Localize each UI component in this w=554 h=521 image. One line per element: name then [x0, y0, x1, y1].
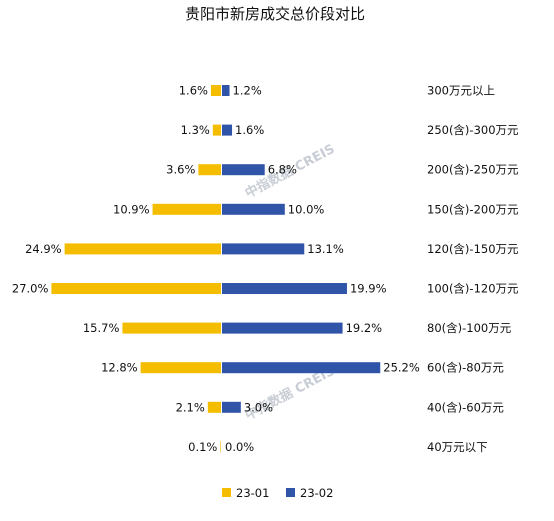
data-label-23-01-7: 12.8% — [101, 361, 138, 375]
legend-swatch-23-02 — [286, 488, 295, 497]
bar-23-01-2 — [198, 164, 221, 176]
category-label-7: 60(含)-80万元 — [427, 361, 504, 375]
data-label-23-02-6: 19.2% — [346, 321, 383, 335]
labels-group: 1.6% 1.2% 300万元以上 1.3% 1.6% 250(含)-300万元 3.6% 6… — [12, 84, 519, 454]
category-label-5: 100(含)-120万元 — [427, 282, 519, 296]
data-label-23-01-5: 27.0% — [12, 282, 49, 296]
bar-23-01-0 — [210, 85, 221, 96]
data-label-23-02-1: 1.6% — [235, 123, 264, 137]
bar-23-01-8 — [207, 401, 221, 413]
data-label-23-02-8: 3.0% — [244, 400, 273, 414]
legend-label-23-01: 23-01 — [236, 486, 269, 500]
bar-23-01-4 — [64, 243, 222, 255]
data-label-23-01-6: 15.7% — [83, 321, 120, 335]
data-label-23-02-0: 1.2% — [233, 84, 262, 98]
bar-23-02-1 — [222, 124, 233, 136]
data-label-23-02-3: 10.0% — [288, 202, 325, 216]
data-label-23-01-9: 0.1% — [188, 440, 217, 454]
data-label-23-01-4: 24.9% — [25, 242, 62, 256]
data-label-23-01-3: 10.9% — [113, 202, 150, 216]
data-label-23-01-2: 3.6% — [166, 163, 195, 177]
category-label-8: 40(含)-60万元 — [427, 400, 504, 414]
bar-23-02-4 — [222, 243, 305, 255]
bar-23-02-2 — [222, 164, 265, 176]
data-label-23-01-1: 1.3% — [181, 123, 210, 137]
bar-23-02-5 — [222, 283, 347, 294]
data-label-23-02-7: 25.2% — [383, 361, 420, 375]
category-label-0: 300万元以上 — [427, 84, 495, 98]
bar-23-02-6 — [222, 322, 343, 334]
data-label-23-02-9: 0.0% — [225, 440, 254, 454]
category-label-4: 120(含)-150万元 — [427, 242, 519, 256]
bar-23-01-1 — [212, 124, 221, 136]
watermarks: 中指数据 CREIS 中指数据 CREIS — [242, 141, 337, 424]
bar-23-01-6 — [122, 322, 221, 334]
bar-23-01-3 — [152, 203, 221, 215]
data-label-23-01-0: 1.6% — [179, 84, 208, 98]
bar-23-02-3 — [222, 203, 285, 215]
bar-23-01-5 — [51, 283, 221, 294]
bar-23-02-8 — [222, 401, 241, 413]
category-label-2: 200(含)-250万元 — [427, 163, 519, 177]
category-label-6: 80(含)-100万元 — [427, 321, 512, 335]
bar-23-02-0 — [222, 85, 230, 96]
category-label-9: 40万元以下 — [427, 440, 488, 454]
category-label-1: 250(含)-300万元 — [427, 123, 519, 137]
bar-23-01-7 — [140, 362, 221, 374]
data-label-23-02-5: 19.9% — [350, 282, 387, 296]
legend-swatch-23-01 — [222, 488, 231, 497]
data-label-23-02-4: 13.1% — [307, 242, 344, 256]
legend-label-23-02: 23-02 — [300, 486, 333, 500]
legend: 23-01 23-02 — [222, 486, 333, 500]
bar-23-02-7 — [222, 362, 381, 374]
category-label-3: 150(含)-200万元 — [427, 202, 519, 216]
data-label-23-02-2: 6.8% — [268, 163, 297, 177]
data-label-23-01-8: 2.1% — [176, 400, 205, 414]
bars-group — [51, 85, 381, 453]
bar-23-01-9 — [220, 441, 221, 453]
chart-title: 贵阳市新房成交总价段对比 — [185, 5, 365, 23]
